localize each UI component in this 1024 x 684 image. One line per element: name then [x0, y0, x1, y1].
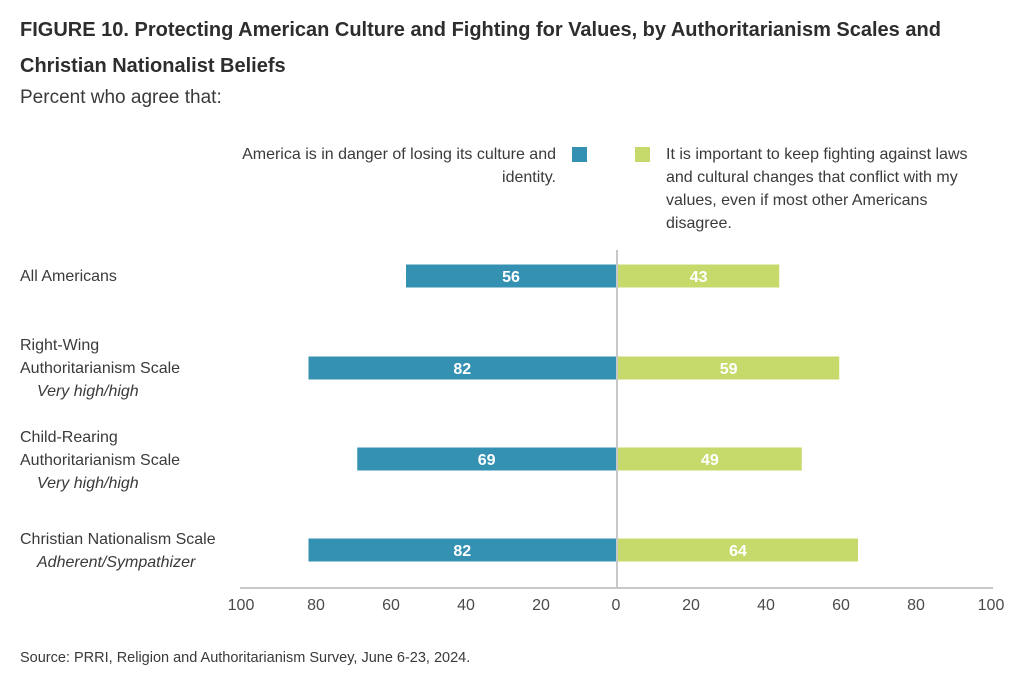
category-label-line: All Americans	[20, 268, 117, 285]
data-label-series-2: 64	[729, 543, 747, 560]
bar-series-2	[618, 264, 780, 288]
category-label-line: Authoritarianism Scale	[20, 360, 181, 377]
x-tick-label: 100	[978, 597, 1005, 614]
bar-series-1	[357, 447, 616, 471]
x-tick-label: 0	[612, 597, 621, 614]
chart-subtitle: Percent who agree that:	[20, 87, 222, 108]
data-label-series-2: 59	[720, 361, 738, 378]
x-tick-label: 20	[532, 597, 550, 614]
data-label-series-1: 82	[453, 543, 471, 560]
data-label-series-2: 43	[690, 269, 708, 286]
data-label-series-2: 49	[701, 452, 719, 469]
x-tick-label: 80	[307, 597, 325, 614]
data-label-series-1: 56	[502, 269, 520, 286]
bar-series-1	[406, 264, 616, 288]
legend-label-series-1: America is in danger of losing its cultu…	[242, 146, 556, 186]
x-tick-label: 40	[757, 597, 775, 614]
legend-label-series-2: It is important to keep fighting against…	[666, 146, 968, 232]
x-tick-label: 80	[907, 597, 925, 614]
source-note: Source: PRRI, Religion and Authoritarian…	[20, 650, 471, 666]
category-label-child-rearing: Child-Rearing Authoritarianism Scale Ver…	[20, 426, 180, 495]
x-tick-label: 60	[382, 597, 400, 614]
category-label-all-americans: All Americans	[20, 265, 117, 288]
category-label-christian-nationalism: Christian Nationalism Scale Adherent/Sym…	[20, 528, 216, 574]
chart-title: FIGURE 10. Protecting American Culture a…	[20, 19, 941, 77]
bar-series-2	[618, 447, 802, 471]
data-label-series-1: 69	[478, 452, 496, 469]
bar-series-1	[308, 356, 616, 380]
category-label-line: Child-Rearing	[20, 429, 118, 446]
bar-series-2	[618, 538, 858, 562]
category-label-line: Christian Nationalism Scale	[20, 531, 216, 548]
x-tick-label: 40	[457, 597, 475, 614]
bar-series-2	[618, 356, 840, 380]
x-tick-label: 20	[682, 597, 700, 614]
category-sublabel: Very high/high	[37, 475, 139, 492]
category-label-line: Authoritarianism Scale	[20, 452, 181, 469]
legend-swatch-series-2	[635, 147, 650, 162]
x-tick-label: 60	[832, 597, 850, 614]
category-sublabel: Very high/high	[37, 383, 139, 400]
category-label-right-wing: Right-Wing Authoritarianism Scale Very h…	[20, 334, 180, 403]
legend-swatch-series-1	[572, 147, 587, 162]
category-sublabel: Adherent/Sympathizer	[37, 554, 196, 571]
category-label-line: Right-Wing	[20, 337, 100, 354]
x-tick-label: 100	[228, 597, 255, 614]
data-label-series-1: 82	[453, 361, 471, 378]
bar-series-1	[308, 538, 616, 562]
